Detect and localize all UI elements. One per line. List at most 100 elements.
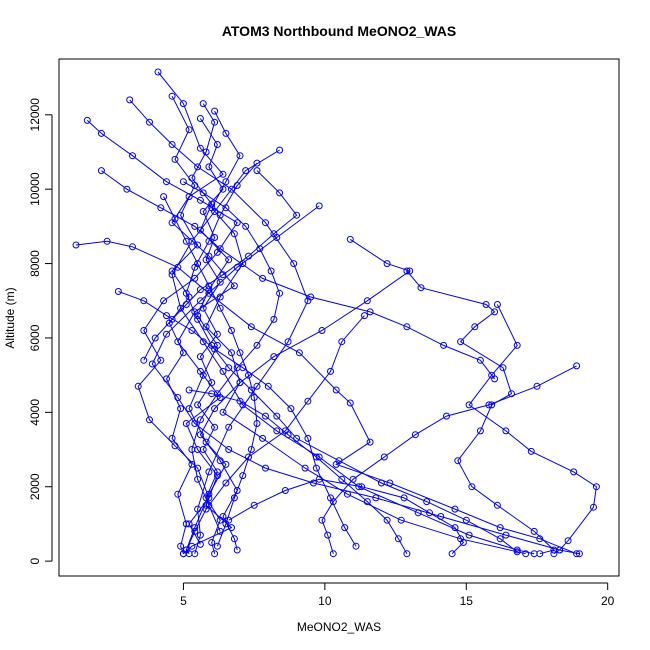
series-line <box>406 270 555 555</box>
data-point <box>377 479 385 487</box>
data-point <box>290 260 298 268</box>
data-point <box>196 431 204 439</box>
series-line <box>86 120 238 545</box>
data-point <box>304 434 312 442</box>
data-point <box>213 141 221 148</box>
data-point <box>205 289 213 297</box>
data-point <box>157 204 165 212</box>
data-point <box>256 245 264 253</box>
data-point <box>191 550 199 558</box>
data-point <box>233 546 241 554</box>
data-point <box>250 394 258 401</box>
data-point <box>219 271 227 279</box>
data-point <box>592 483 600 491</box>
data-point <box>191 527 199 535</box>
data-point <box>363 498 371 506</box>
data-point <box>315 475 323 483</box>
data-point <box>182 301 190 308</box>
data-point <box>247 446 255 453</box>
x-tick-label: 20 <box>601 594 615 608</box>
data-point <box>250 501 258 509</box>
data-point <box>462 516 470 524</box>
data-point <box>129 243 136 251</box>
data-point <box>403 323 411 331</box>
data-point <box>329 550 337 558</box>
data-point <box>208 379 216 387</box>
data-point <box>168 267 176 275</box>
data-point <box>211 550 219 558</box>
data-point <box>465 531 473 539</box>
series-line <box>101 170 495 380</box>
data-point <box>476 427 484 435</box>
data-point <box>493 301 501 308</box>
data-point <box>222 178 230 186</box>
data-point <box>276 189 284 197</box>
data-point <box>174 490 182 498</box>
data-point <box>253 420 261 427</box>
data-point <box>199 446 207 453</box>
plot-frame <box>58 58 620 577</box>
data-point <box>575 550 583 558</box>
data-point <box>363 297 371 305</box>
data-point <box>491 308 499 316</box>
data-point <box>273 412 281 420</box>
data-point <box>191 420 199 427</box>
data-point <box>400 494 408 502</box>
data-point <box>194 505 202 513</box>
data-point <box>168 434 176 442</box>
data-point <box>383 260 391 268</box>
data-point <box>496 535 504 543</box>
data-point <box>205 501 213 509</box>
data-point <box>327 494 334 502</box>
data-point <box>423 498 431 506</box>
data-point <box>295 349 303 357</box>
data-point <box>499 364 507 372</box>
data-point <box>485 401 493 409</box>
series-layer <box>72 68 600 558</box>
data-point <box>242 167 250 175</box>
y-tick-label: 10000 <box>28 172 42 206</box>
data-point <box>123 185 131 193</box>
data-point <box>213 330 221 338</box>
data-point <box>202 256 210 264</box>
data-point <box>191 308 199 316</box>
data-point <box>188 542 196 550</box>
data-point <box>129 152 136 160</box>
data-point <box>482 301 490 308</box>
data-point <box>160 193 168 201</box>
data-point <box>236 349 244 357</box>
data-point <box>527 447 535 455</box>
data-point <box>196 416 204 424</box>
series-line <box>468 304 597 555</box>
data-point <box>171 155 179 163</box>
series-line <box>189 389 408 554</box>
data-point <box>448 550 456 558</box>
data-point <box>236 397 244 405</box>
data-point <box>459 539 467 546</box>
data-point <box>262 412 269 420</box>
data-point <box>259 274 267 282</box>
x-tick-label: 5 <box>180 594 187 608</box>
data-point <box>194 464 202 472</box>
data-point <box>196 297 204 305</box>
data-point <box>134 382 142 390</box>
y-tick-label: 8000 <box>28 250 42 277</box>
data-point <box>338 338 346 346</box>
data-point <box>270 353 278 361</box>
y-tick-label: 2000 <box>28 473 42 500</box>
data-point <box>454 457 462 465</box>
data-point <box>216 457 224 465</box>
data-point <box>573 550 581 558</box>
data-point <box>219 408 227 416</box>
data-point <box>205 163 213 171</box>
data-point <box>185 126 193 134</box>
data-point <box>315 202 323 210</box>
y-tick-label: 4000 <box>28 399 42 426</box>
data-point <box>270 230 278 238</box>
data-point <box>228 327 235 334</box>
data-point <box>188 327 196 334</box>
data-point <box>293 211 301 219</box>
data-point <box>154 68 162 76</box>
data-point <box>230 494 238 502</box>
